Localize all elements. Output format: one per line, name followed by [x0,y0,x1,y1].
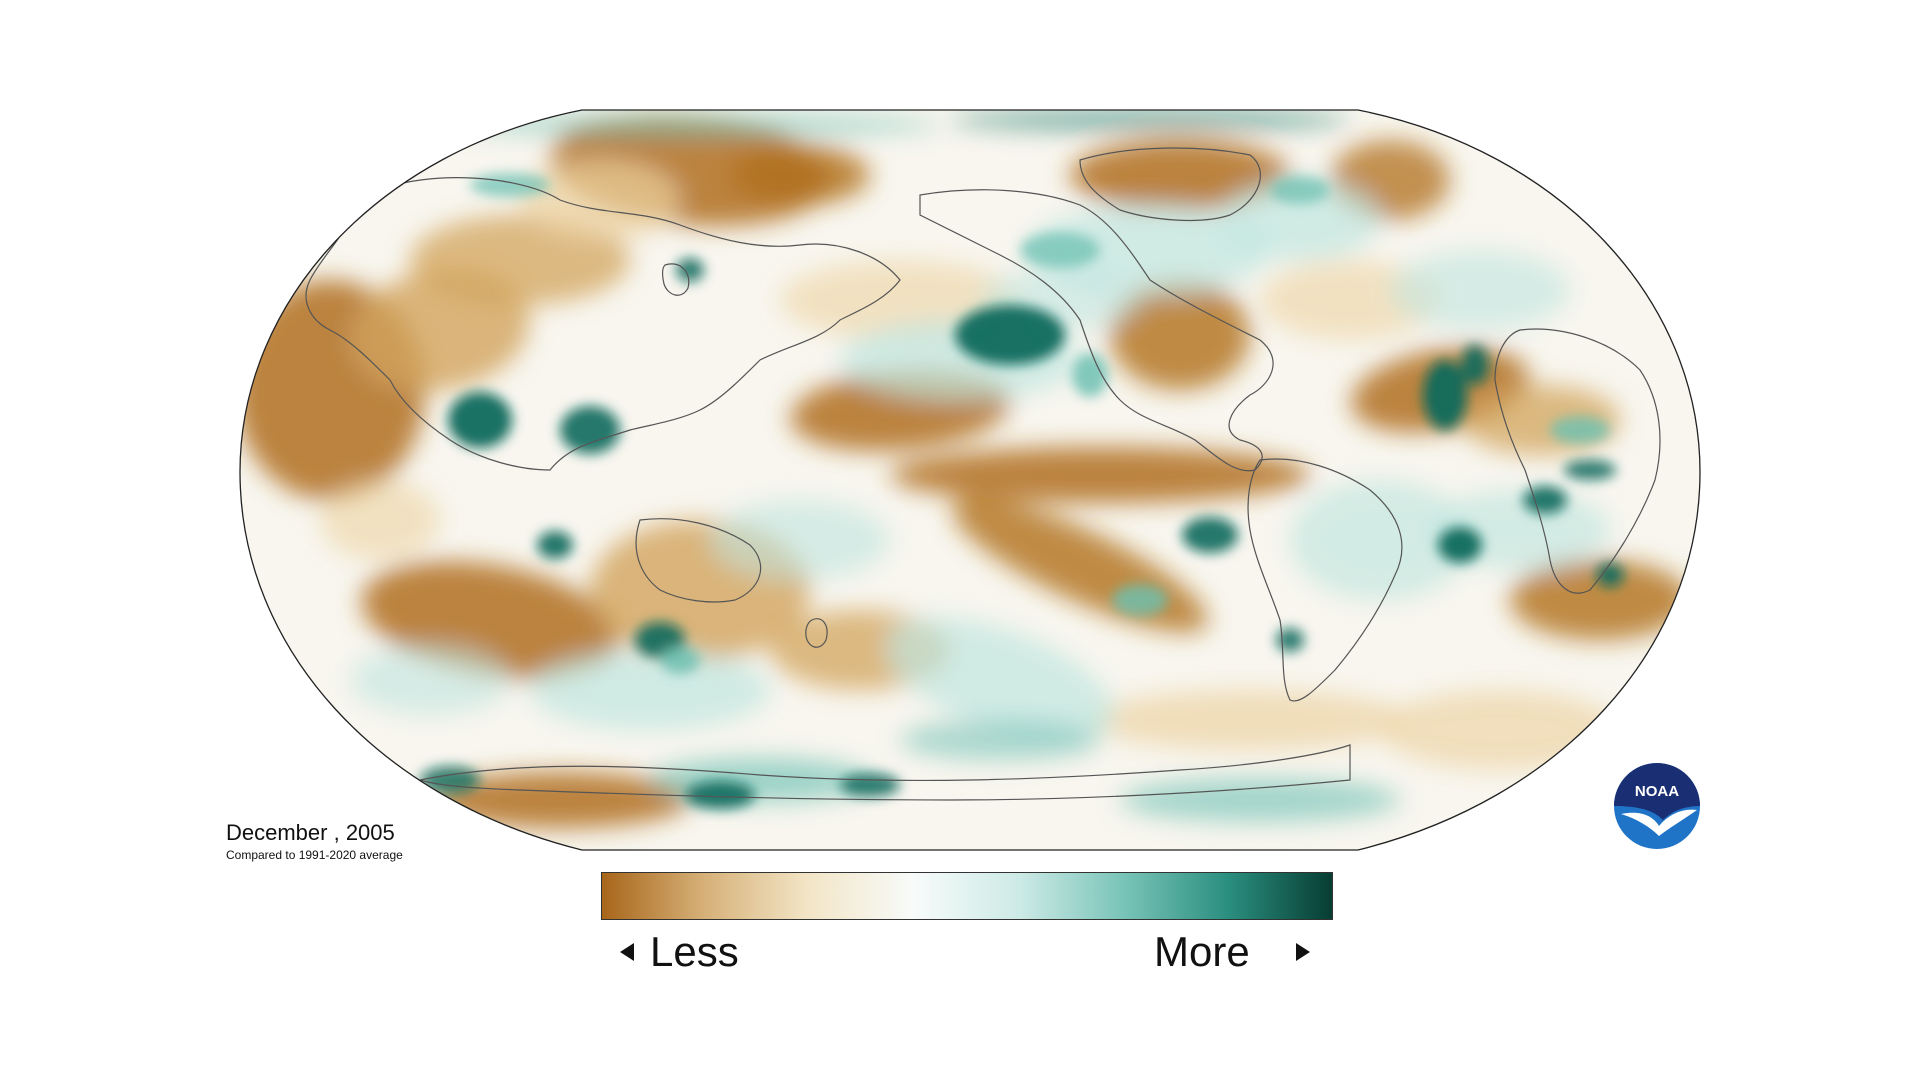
anomaly-patch [1120,778,1400,822]
anomaly-patch [1523,486,1567,514]
anomaly-patch [660,646,700,674]
anomaly-patch [955,305,1065,365]
anomaly-patch [520,160,680,240]
anomaly-patch [460,115,940,135]
anomaly-patch [1596,563,1624,587]
coastline-new-zealand [805,618,828,648]
anomaly-patch [1564,460,1616,480]
noaa-logo-text: NOAA [1635,783,1679,800]
anomaly-patch [1112,584,1168,616]
anomaly-patch [710,500,890,580]
coastline-antarctica [419,744,1351,801]
anomaly-patch [1550,416,1610,444]
anomaly-blobs-sharp [420,173,1624,809]
legend-less-label: Less [650,928,739,975]
anomaly-patch [1270,176,1330,204]
noaa-logo-top [1614,763,1700,820]
coastline-eurasia [305,177,901,471]
anomaly-patch [1070,140,1290,210]
coastlines [305,147,1661,801]
anomaly-patch [1276,628,1304,652]
anomaly-patch [1423,360,1467,430]
anomaly-patch [1072,353,1108,397]
anomaly-patch [560,406,620,454]
anomaly-patch [676,258,704,282]
anomaly-blobs-soft [240,110,1690,828]
legend-color-bar [601,872,1333,920]
map-frame-outline [239,109,1701,851]
anomaly-patch [1020,232,1100,268]
anomaly-patch [890,447,1310,503]
coastline-australia [635,518,762,603]
coastline-north-america [919,189,1274,472]
anomaly-patch [537,531,573,559]
arrow-right-icon [1296,943,1310,961]
anomaly-field [240,110,1700,850]
anomaly-patch [685,781,755,809]
coastline-south-america [1247,458,1403,702]
anomaly-patch [1182,517,1238,553]
anomaly-patch [448,392,512,448]
anomaly-patch [1510,560,1690,640]
anomaly-patch [885,617,1115,743]
anomaly-patch [470,173,550,197]
coastline-africa [1494,328,1661,594]
anomaly-patch [1090,690,1410,750]
anomaly-patch [430,772,690,828]
anomaly-patch [840,773,900,797]
map-baseline-subtitle: Compared to 1991-2020 average [226,848,403,862]
anomaly-patch [350,645,510,715]
anomaly-patch [900,720,1100,760]
coastline-greenland [1079,147,1261,222]
noaa-logo-bird [1621,809,1697,836]
anomaly-patch [320,480,440,560]
anomaly-patch [1438,527,1482,563]
anomaly-patch [1110,280,1250,390]
map-date-title: December , 2005 [226,820,395,845]
anomaly-patch [420,766,480,794]
anomaly-patch [1290,480,1470,600]
anomaly-patch [950,110,1350,130]
anomaly-patch [730,145,870,205]
anomaly-patch [1390,250,1570,330]
coastline-japan [662,263,690,296]
legend-more-label: More [1154,928,1250,975]
arrow-left-icon [620,943,634,961]
anomaly-patch [530,650,770,730]
anomaly-patch [1461,345,1489,385]
noaa-logo-icon: NOAA [1614,763,1700,849]
anomaly-patch [1380,690,1620,770]
